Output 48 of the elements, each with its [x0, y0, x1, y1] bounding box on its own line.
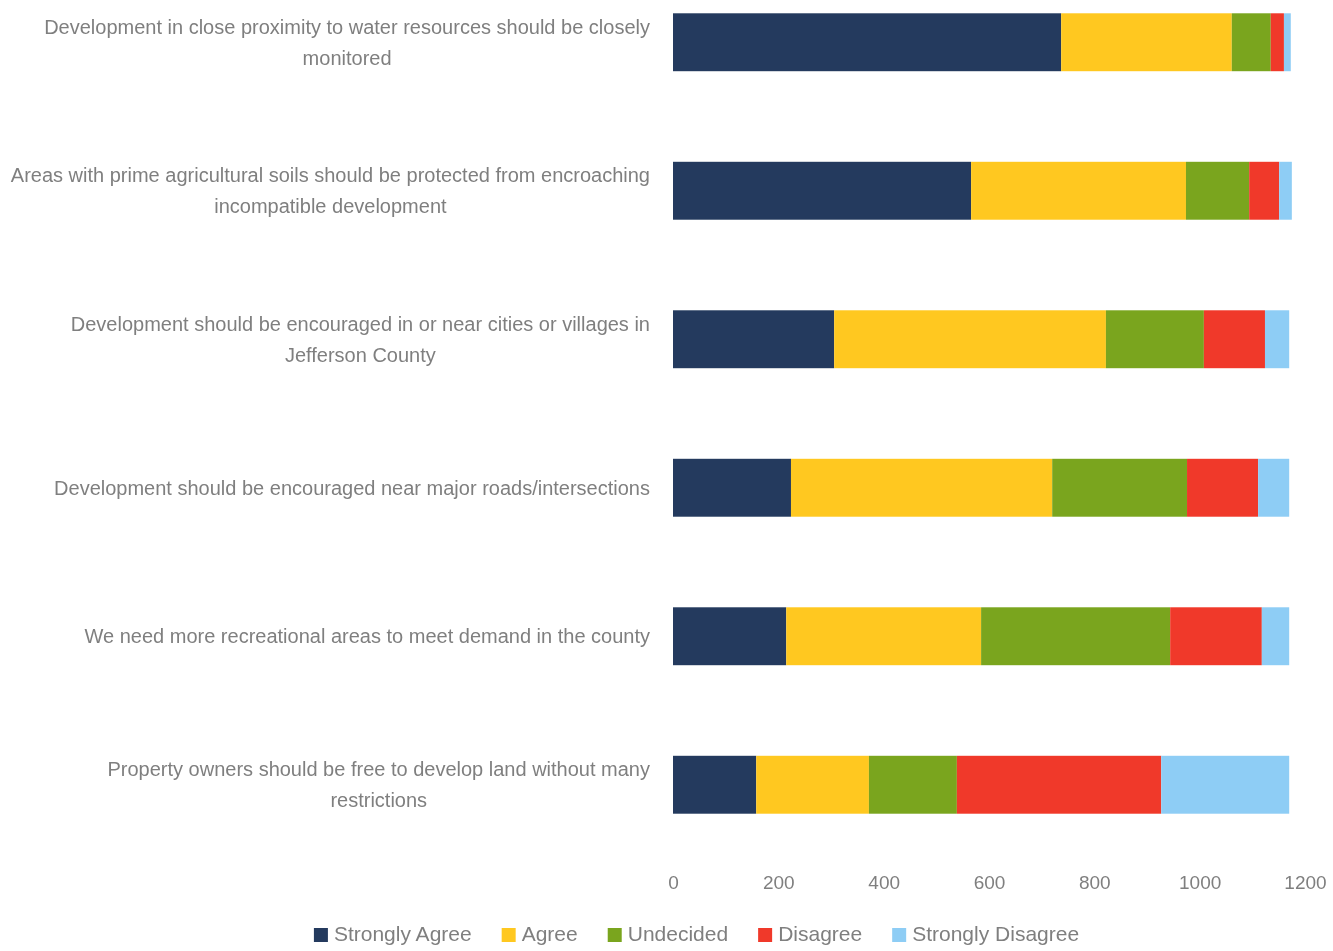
- legend-label: Strongly Disagree: [912, 922, 1080, 945]
- bar: [673, 458, 791, 517]
- y-tick-label: We need more recreational areas to meet demand in the county: [84, 625, 650, 648]
- bar: [1187, 458, 1259, 517]
- legend-label: Agree: [521, 922, 578, 945]
- bar: [1270, 13, 1284, 72]
- x-tick-label: 1000: [1179, 871, 1222, 893]
- bar: [1052, 458, 1188, 517]
- bar: [790, 458, 1053, 517]
- bar: [673, 607, 787, 666]
- bar: [756, 755, 869, 814]
- x-tick-label: 600: [973, 871, 1006, 893]
- x-tick-label: 0: [668, 871, 679, 893]
- x-tick-label: 400: [868, 871, 901, 893]
- legend-label: Strongly Agree: [333, 922, 472, 945]
- bar: [673, 13, 1062, 72]
- bar: [1283, 13, 1291, 72]
- legend-label: Undecided: [627, 922, 729, 945]
- y-tick-label: Development in close proximity to water resources should be closely monitored: [44, 15, 650, 69]
- bar: [868, 755, 957, 814]
- x-tick-label: 800: [1078, 871, 1111, 893]
- bar: [1231, 13, 1271, 72]
- bar: [1170, 607, 1262, 666]
- x-tick-label: 1200: [1284, 871, 1327, 893]
- bar: [786, 607, 982, 666]
- x-tick-label: 200: [762, 871, 795, 893]
- bar: [1203, 310, 1265, 369]
- bar: [673, 310, 835, 369]
- bar: [971, 161, 1186, 220]
- y-tick-label: Areas with prime agricultural soils should be protected from encroaching incompatible development: [10, 164, 650, 218]
- bar: [1258, 458, 1290, 517]
- legend-label: Disagree: [778, 922, 863, 945]
- bar: [673, 755, 757, 814]
- bar: [956, 755, 1162, 814]
- bar: [1185, 161, 1250, 220]
- bar: [1105, 310, 1204, 369]
- bar: [1261, 607, 1290, 666]
- bar: [1061, 13, 1232, 72]
- bar: [1161, 755, 1290, 814]
- bar: [1279, 161, 1292, 220]
- bar: [1264, 310, 1290, 369]
- y-tick-label: Development should be encouraged near major roads/intersections: [54, 476, 650, 499]
- y-tick-label: Property owners should be free to develop land without many restrictions: [107, 758, 650, 812]
- bar: [1249, 161, 1280, 220]
- y-tick-label: Development should be encouraged in or near cities or villages in Jefferson County: [70, 312, 650, 366]
- bar: [673, 161, 972, 220]
- bar: [834, 310, 1106, 369]
- bar: [981, 607, 1171, 666]
